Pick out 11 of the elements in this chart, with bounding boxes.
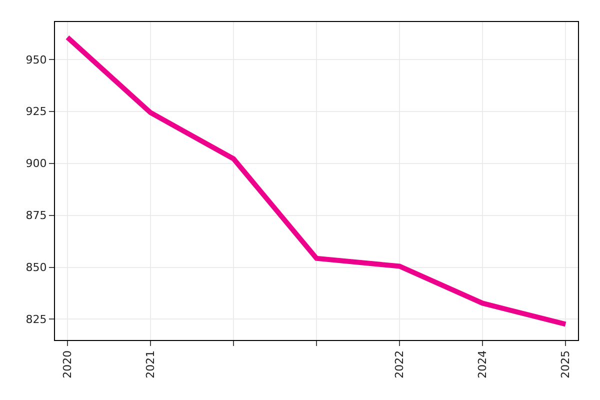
x-tick-label: 2024	[476, 350, 490, 378]
x-tick-label: 2021	[144, 350, 158, 378]
y-tick-label: 925	[26, 105, 47, 118]
y-tick-label: 950	[26, 53, 47, 66]
x-tick-label: 2025	[559, 350, 572, 378]
y-tick-label: 825	[26, 313, 47, 326]
y-tick-label: 900	[26, 157, 47, 170]
x-tick-label: 2020	[61, 350, 74, 378]
y-tick-label: 850	[26, 261, 47, 274]
y-tick-label: 875	[26, 209, 47, 222]
x-tick-label: 2022	[393, 350, 406, 378]
